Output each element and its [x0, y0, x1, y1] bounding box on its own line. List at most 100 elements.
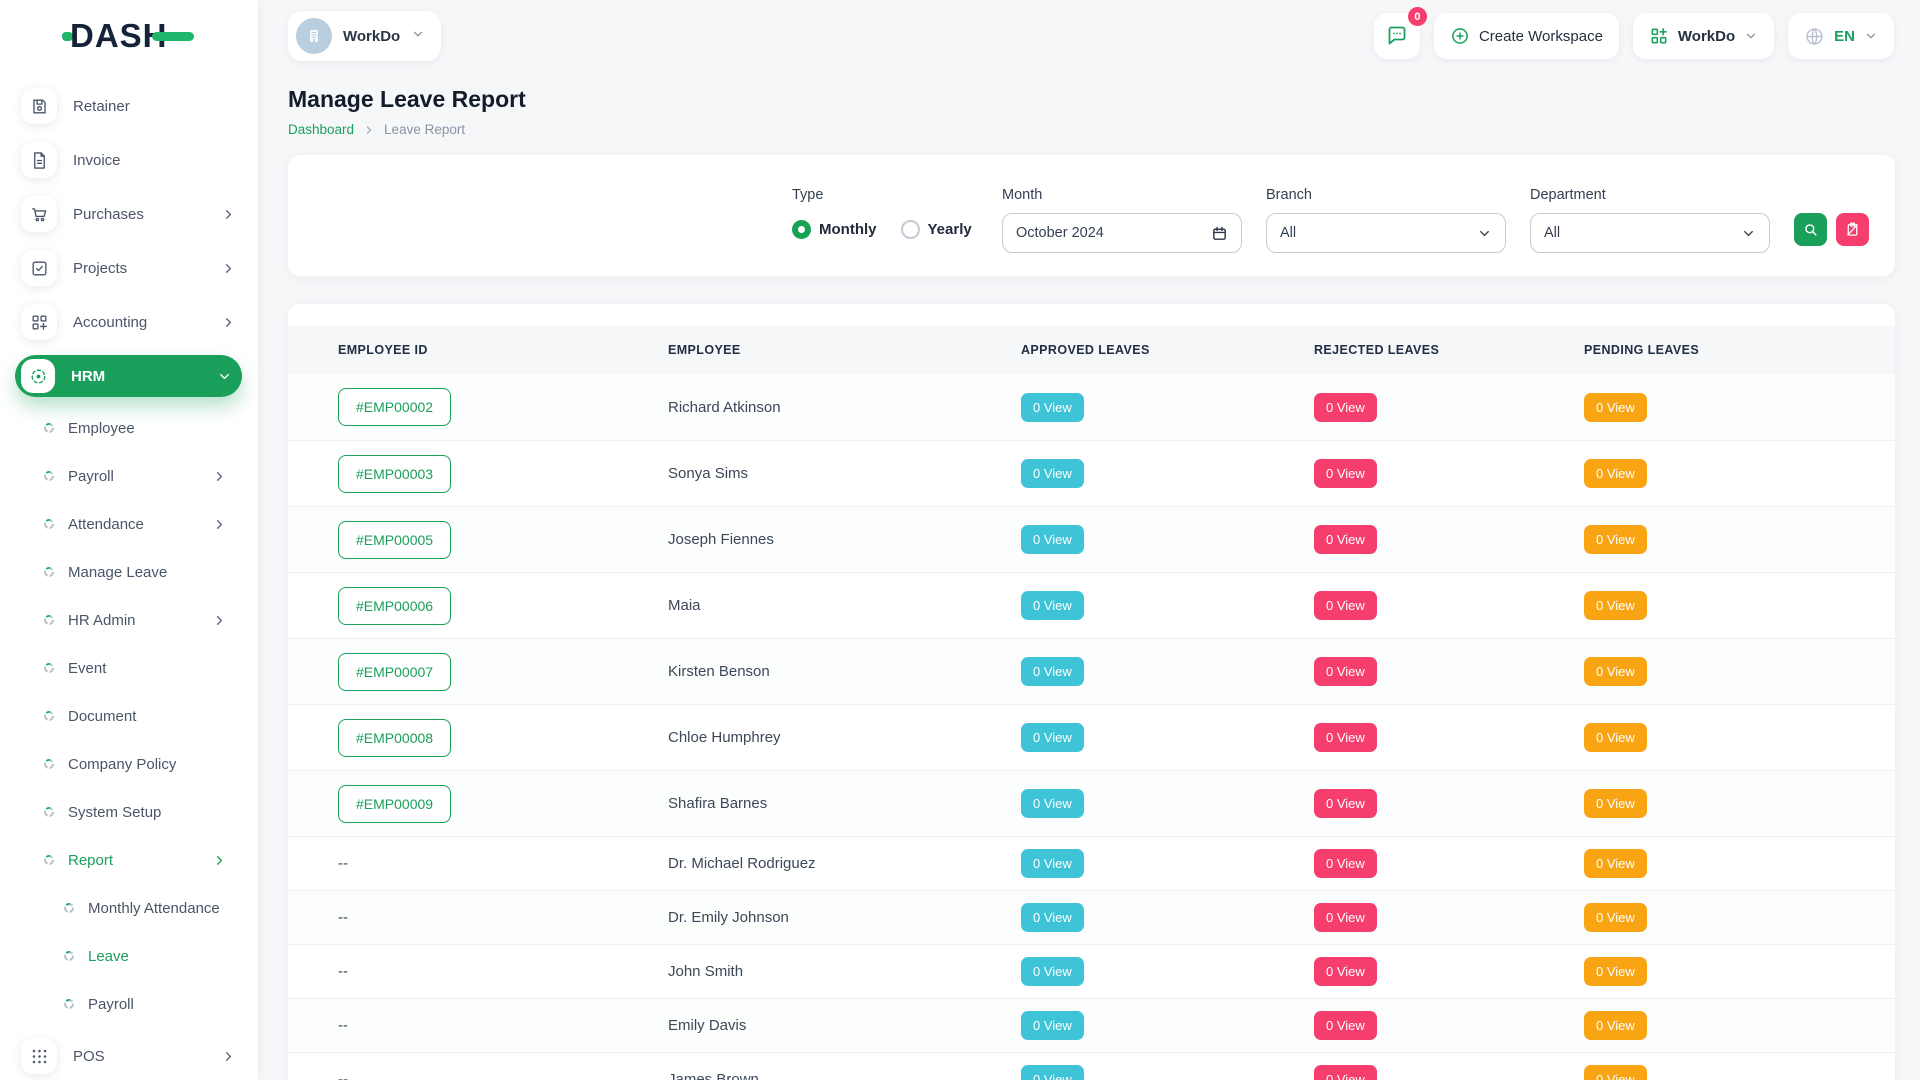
- department-select[interactable]: All: [1530, 213, 1770, 253]
- sidebar-item-system-setup[interactable]: System Setup: [0, 788, 258, 836]
- rejected-leaves-badge[interactable]: 0 View: [1314, 1065, 1377, 1080]
- approved-leaves-badge[interactable]: 0 View: [1021, 591, 1084, 620]
- pending-leaves-badge[interactable]: 0 View: [1584, 723, 1647, 752]
- messages-button[interactable]: 0: [1373, 7, 1427, 59]
- pending-leaves-badge[interactable]: 0 View: [1584, 903, 1647, 932]
- chevron-right-icon: [212, 469, 227, 484]
- employee-id-button[interactable]: #EMP00009: [338, 784, 452, 823]
- rejected-leaves-badge[interactable]: 0 View: [1314, 525, 1377, 554]
- sidebar-item-label: System Setup: [68, 803, 162, 821]
- bullet-ring-icon: [42, 469, 56, 483]
- employee-id-button[interactable]: #EMP00003: [338, 454, 452, 493]
- rejected-leaves-badge[interactable]: 0 View: [1314, 957, 1377, 986]
- radio-monthly[interactable]: Monthly: [792, 220, 877, 239]
- employee-id-button[interactable]: #EMP00007: [338, 652, 452, 691]
- pending-leaves-badge[interactable]: 0 View: [1584, 657, 1647, 686]
- brand-logo[interactable]: DASH: [0, 0, 258, 72]
- workdo-menu-button[interactable]: WorkDo: [1632, 13, 1775, 59]
- employee-name: Joseph Fiennes: [668, 531, 774, 548]
- create-workspace-button[interactable]: Create Workspace: [1433, 13, 1619, 59]
- sidebar-item-report[interactable]: Report: [0, 836, 258, 884]
- sidebar-item-label: Event: [68, 659, 107, 677]
- radio-yearly[interactable]: Yearly: [900, 220, 972, 239]
- approved-leaves-badge[interactable]: 0 View: [1021, 957, 1084, 986]
- approved-leaves-badge[interactable]: 0 View: [1021, 903, 1084, 932]
- approved-leaves-badge[interactable]: 0 View: [1021, 525, 1084, 554]
- pending-leaves-badge[interactable]: 0 View: [1584, 591, 1647, 620]
- employee-name: Dr. Emily Johnson: [668, 909, 789, 926]
- sidebar-item-monthly-attendance[interactable]: Monthly Attendance: [0, 884, 258, 932]
- approved-leaves-badge[interactable]: 0 View: [1021, 459, 1084, 488]
- approved-leaves-badge[interactable]: 0 View: [1021, 392, 1084, 422]
- rejected-leaves-badge[interactable]: 0 View: [1314, 657, 1377, 686]
- sidebar-item-purchases[interactable]: Purchases: [15, 188, 246, 240]
- sidebar-item-event[interactable]: Event: [0, 644, 258, 692]
- pending-leaves-badge[interactable]: 0 View: [1584, 957, 1647, 986]
- reset-button[interactable]: [1836, 213, 1869, 246]
- approved-leaves-badge[interactable]: 0 View: [1021, 849, 1084, 878]
- pending-leaves-badge[interactable]: 0 View: [1584, 1011, 1647, 1040]
- approved-leaves-badge[interactable]: 0 View: [1021, 1011, 1084, 1040]
- sidebar-item-hrm[interactable]: HRM: [15, 355, 242, 397]
- rejected-leaves-badge[interactable]: 0 View: [1314, 1011, 1377, 1040]
- sidebar-item-hr-admin[interactable]: HR Admin: [0, 596, 258, 644]
- employee-name: Shafira Barnes: [668, 795, 768, 812]
- rejected-leaves-badge[interactable]: 0 View: [1314, 591, 1377, 620]
- sidebar-item-retainer[interactable]: Retainer: [15, 80, 246, 132]
- cart-icon: [21, 196, 57, 232]
- rejected-leaves-badge[interactable]: 0 View: [1314, 903, 1377, 932]
- workspace-switcher[interactable]: WorkDo: [288, 11, 442, 61]
- branch-select[interactable]: All: [1266, 213, 1506, 253]
- rejected-leaves-badge[interactable]: 0 View: [1314, 392, 1377, 422]
- pending-leaves-badge[interactable]: 0 View: [1584, 392, 1647, 422]
- month-input[interactable]: October 2024: [1002, 213, 1242, 253]
- sidebar-item-invoice[interactable]: Invoice: [15, 134, 246, 186]
- table-row: #EMP00008 Chloe Humphrey 0 View 0 View 0 Vie…: [288, 704, 1895, 770]
- breadcrumb-dashboard-link[interactable]: Dashboard: [288, 122, 355, 137]
- sidebar-item-pos[interactable]: POS: [15, 1030, 246, 1080]
- employee-id-button[interactable]: #EMP00005: [338, 520, 452, 559]
- rejected-leaves-badge[interactable]: 0 View: [1314, 723, 1377, 752]
- sidebar-item-payroll[interactable]: Payroll: [0, 980, 258, 1028]
- rejected-leaves-badge[interactable]: 0 View: [1314, 459, 1377, 488]
- sidebar-item-projects[interactable]: Projects: [15, 242, 246, 294]
- radio-checked-icon: [792, 220, 811, 239]
- pending-leaves-badge[interactable]: 0 View: [1584, 525, 1647, 554]
- sidebar-item-company-policy[interactable]: Company Policy: [0, 740, 258, 788]
- pending-leaves-badge[interactable]: 0 View: [1584, 1065, 1647, 1080]
- employee-id-button[interactable]: #EMP00002: [338, 388, 452, 426]
- rejected-leaves-badge[interactable]: 0 View: [1314, 849, 1377, 878]
- employee-id-button[interactable]: #EMP00006: [338, 586, 452, 625]
- column-header-rejected-leaves: REJECTED LEAVES: [1314, 343, 1440, 357]
- chat-bubble-icon: [1388, 26, 1406, 45]
- bullet-ring-icon: [42, 757, 56, 771]
- sidebar-item-employee[interactable]: Employee: [0, 404, 258, 452]
- rejected-leaves-badge[interactable]: 0 View: [1314, 789, 1377, 818]
- pending-leaves-badge[interactable]: 0 View: [1584, 459, 1647, 488]
- radio-monthly-label: Monthly: [819, 221, 877, 238]
- approved-leaves-badge[interactable]: 0 View: [1021, 657, 1084, 686]
- pending-leaves-badge[interactable]: 0 View: [1584, 789, 1647, 818]
- sidebar-item-accounting[interactable]: Accounting: [15, 296, 246, 348]
- approved-leaves-badge[interactable]: 0 View: [1021, 789, 1084, 818]
- sidebar-item-document[interactable]: Document: [0, 692, 258, 740]
- chevron-down-icon: [1744, 29, 1758, 43]
- employee-name: Kirsten Benson: [668, 663, 770, 680]
- sidebar-item-label: Company Policy: [68, 755, 177, 773]
- sidebar-item-manage-leave[interactable]: Manage Leave: [0, 548, 258, 596]
- radio-unchecked-icon: [900, 220, 920, 239]
- pending-leaves-badge[interactable]: 0 View: [1584, 849, 1647, 878]
- language-selector[interactable]: EN: [1788, 13, 1894, 59]
- search-button[interactable]: [1794, 213, 1827, 246]
- sidebar-item-payroll[interactable]: Payroll: [0, 452, 258, 500]
- bullet-ring-icon: [42, 661, 56, 675]
- create-workspace-label: Create Workspace: [1478, 27, 1603, 45]
- approved-leaves-badge[interactable]: 0 View: [1021, 723, 1084, 752]
- chevron-down-icon: [1480, 230, 1489, 236]
- sidebar-item-leave[interactable]: Leave: [0, 932, 258, 980]
- employee-name: James Brown: [668, 1071, 759, 1080]
- sidebar-item-attendance[interactable]: Attendance: [0, 500, 258, 548]
- approved-leaves-badge[interactable]: 0 View: [1021, 1065, 1084, 1080]
- logo-bar-icon: [151, 31, 194, 41]
- employee-id-button[interactable]: #EMP00008: [338, 718, 452, 757]
